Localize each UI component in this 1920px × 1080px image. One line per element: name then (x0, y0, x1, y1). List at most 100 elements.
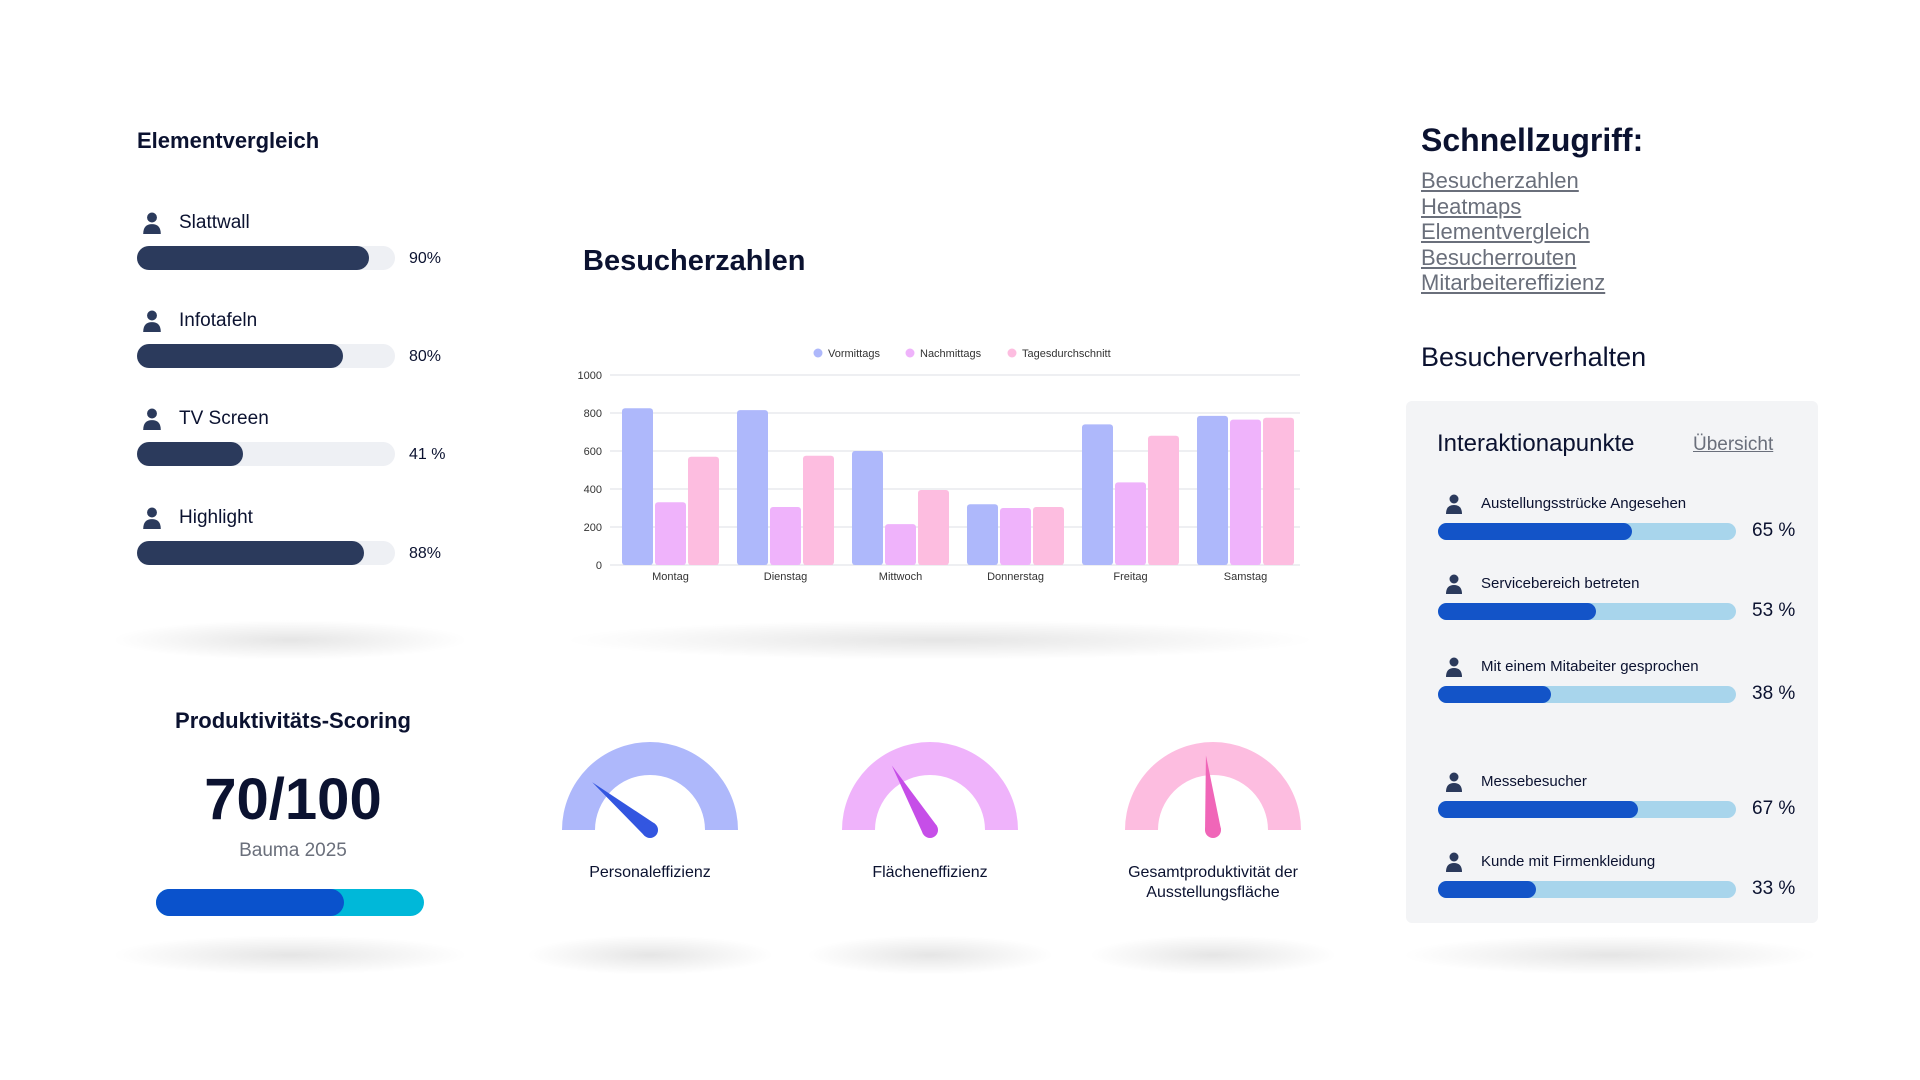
bar (1115, 482, 1146, 565)
scoring-progress-track (156, 889, 424, 916)
y-tick-label: 0 (596, 560, 602, 572)
progress-fill (137, 442, 243, 466)
gauge-arc (1125, 742, 1301, 830)
card-shadow (110, 935, 470, 975)
person-icon (1446, 657, 1462, 677)
card-shadow (525, 935, 775, 975)
item-label: Austellungsstrücke Angesehen (1481, 495, 1687, 512)
scoring-title: Produktivitäts-Scoring (175, 708, 411, 733)
gauge-arc (842, 742, 1018, 830)
item-percent: 67 % (1752, 798, 1796, 819)
item-percent: 38 % (1752, 683, 1796, 704)
bar (1263, 417, 1294, 565)
bar (852, 451, 883, 565)
person-icon (143, 408, 161, 430)
quick-link-besucherrouten[interactable]: Besucherrouten (1421, 244, 1577, 270)
elementvergleich-item: Slattwall 90% (137, 208, 457, 278)
gauge-hub (922, 822, 938, 838)
interaktionapunkte-card: Interaktionapunkte Übersicht Austellungs… (1406, 401, 1818, 923)
gauge-svg (1125, 742, 1301, 838)
bar (803, 455, 834, 565)
card-shadow (1088, 935, 1338, 975)
item-label: Highlight (179, 507, 253, 528)
gauge-svg (842, 742, 1018, 838)
bar (1082, 424, 1113, 565)
scoring-progress-fill (156, 889, 344, 916)
item-label: Kunde mit Firmenkleidung (1481, 853, 1656, 870)
besucherverhalten-title: Besucherverhalten (1421, 342, 1647, 372)
item-percent: 33 % (1752, 878, 1796, 899)
produktivitaets-scoring-card: Produktivitäts-Scoring 70/100 Bauma 2025 (118, 690, 468, 940)
quick-link-elementvergleich[interactable]: Elementvergleich (1421, 219, 1590, 244)
gauge-needle (1205, 755, 1221, 831)
progress-track (1438, 881, 1736, 898)
bar (622, 408, 653, 565)
gauge-label: Gesamtproduktivität der Ausstellungsfläc… (1128, 864, 1298, 901)
bar-chart-svg: 0 200 400 600 800 1000 Vormittags Nachmittags Ta… (578, 348, 1300, 583)
item-label: Mit einem Mitabeiter gesprochen (1481, 658, 1699, 675)
progress-fill (1438, 801, 1638, 818)
quick-link-besucherzahlen[interactable]: Besucherzahlen (1421, 168, 1579, 193)
item-percent: 88% (409, 545, 442, 562)
scoring-event: Bauma 2025 (239, 840, 347, 861)
progress-fill (1438, 603, 1596, 620)
bar (655, 502, 686, 565)
gauge-card: Gesamtproduktivität der Ausstellungsfläc… (1093, 670, 1333, 940)
bar (770, 507, 801, 565)
progress-track (137, 442, 395, 466)
interaktion-item: Servicebereich betreten 53 % (1438, 574, 1798, 634)
bar (737, 410, 768, 565)
item-percent: 53 % (1752, 600, 1796, 621)
progress-track (1438, 686, 1736, 703)
item-percent: 65 % (1752, 520, 1796, 541)
item-percent: 90% (409, 250, 442, 267)
gauge-needle (592, 782, 656, 837)
gauge-hub (1205, 822, 1221, 838)
person-icon (1446, 494, 1462, 514)
x-tick-label: Donnerstag (987, 571, 1044, 583)
legend-label: Nachmittags (920, 348, 982, 360)
progress-fill (137, 541, 365, 565)
quick-link-heatmaps[interactable]: Heatmaps (1421, 193, 1522, 219)
progress-fill (1438, 523, 1632, 540)
quick-link-mitarbeitereffizienz[interactable]: Mitarbeitereffizienz (1421, 270, 1606, 295)
gauge-needle (891, 765, 937, 835)
item-percent: 41 % (409, 446, 446, 463)
item-label: Slattwall (179, 212, 250, 233)
progress-fill (137, 344, 344, 368)
x-tick-label: Dienstag (764, 571, 807, 583)
bar (918, 489, 949, 565)
progress-fill (1438, 686, 1552, 703)
gauge-hub (642, 822, 658, 838)
y-tick-label: 400 (584, 484, 602, 496)
uebersicht-link[interactable]: Übersicht (1693, 434, 1774, 455)
progress-fill (1438, 881, 1537, 898)
person-icon (1446, 772, 1462, 792)
bar (885, 524, 916, 565)
legend-marker (905, 348, 915, 358)
progress-track (1438, 603, 1736, 620)
person-icon (1446, 574, 1462, 594)
bar (1000, 508, 1031, 565)
legend-label: Vormittags (828, 348, 880, 360)
legend-marker (1007, 348, 1017, 358)
card-shadow (110, 620, 470, 660)
gauge-svg (562, 742, 738, 838)
card-shadow (805, 935, 1055, 975)
gauge-card: Personaleffizienz (530, 670, 770, 940)
bar (1197, 415, 1228, 565)
x-tick-label: Samstag (1224, 571, 1267, 583)
item-label: Messebesucher (1481, 773, 1587, 790)
item-label: Infotafeln (179, 310, 258, 331)
besucherzahlen-chart: 0 200 400 600 800 1000 Vormittags Nachmittags Ta… (570, 340, 1310, 590)
interaktion-item: Messebesucher 67 % (1438, 772, 1798, 832)
besucherzahlen-title: Besucherzahlen (583, 245, 806, 277)
elementvergleich-item: Highlight 88% (137, 503, 457, 573)
x-tick-label: Montag (652, 571, 689, 583)
person-icon (143, 310, 161, 332)
interaktionapunkte-title: Interaktionapunkte (1437, 430, 1635, 457)
progress-track (1438, 801, 1736, 818)
bar (1148, 435, 1179, 565)
progress-fill (137, 246, 370, 270)
y-tick-label: 1000 (578, 370, 602, 382)
